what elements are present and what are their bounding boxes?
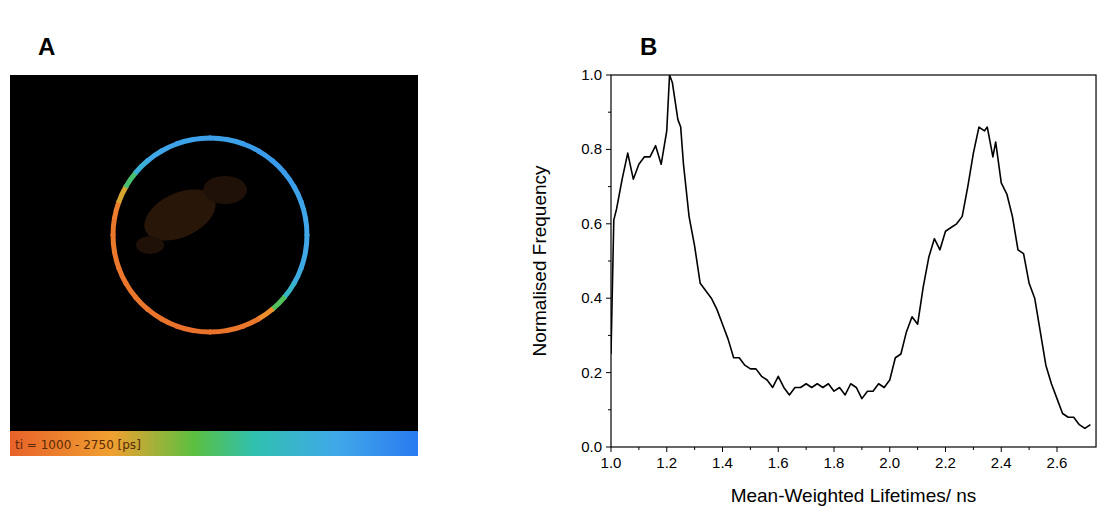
ring-segment	[161, 318, 178, 326]
ring-segment	[114, 201, 119, 219]
x-tick-label: 1.6	[768, 454, 789, 471]
x-tick-label: 2.2	[935, 454, 956, 471]
x-minor-tick	[694, 447, 695, 450]
ring-segment	[305, 217, 307, 236]
x-tick-label: 1.0	[601, 454, 622, 471]
ring-segment	[114, 251, 119, 269]
x-tick	[778, 447, 779, 452]
x-tick	[611, 447, 612, 452]
ring-segment	[147, 309, 163, 320]
y-tick	[606, 372, 611, 373]
image-background	[10, 75, 418, 431]
plot-frame	[611, 75, 1096, 447]
x-tick-label: 2.6	[1047, 454, 1068, 471]
x-minor-tick	[917, 447, 918, 450]
ring-segment	[209, 330, 228, 332]
cell-interior	[136, 176, 247, 254]
x-minor-tick	[1029, 447, 1030, 450]
ring-segment	[176, 139, 194, 144]
y-minor-tick	[608, 186, 611, 187]
y-tick	[606, 447, 611, 448]
ring-segment	[258, 309, 274, 320]
y-tick-label: 0.0	[581, 438, 602, 455]
ring-segment	[293, 267, 301, 284]
y-tick-label: 0.2	[581, 364, 602, 381]
x-tick	[1001, 447, 1002, 452]
y-tick	[606, 149, 611, 150]
ring-segment	[135, 160, 148, 173]
ring-segment	[176, 326, 194, 331]
ring-segment	[226, 326, 244, 331]
ring-segment	[192, 330, 211, 332]
ring-segment	[135, 297, 148, 310]
y-tick-label: 0.6	[581, 215, 602, 232]
ring-segment	[284, 172, 295, 188]
x-tick	[889, 447, 890, 452]
y-tick-label: 1.0	[581, 66, 602, 83]
ring-segment	[113, 217, 115, 236]
membrane-ring	[113, 138, 307, 332]
ring-segment	[284, 283, 295, 299]
plot-area	[611, 75, 1090, 428]
ring-segment	[258, 150, 274, 161]
ring-segment	[301, 251, 306, 269]
y-minor-tick	[608, 112, 611, 113]
ring-segment	[147, 150, 163, 161]
figure: Ati = 1000 - 2750 [ps] B 1.0 1.2 1.4 1.6 1.8 2.…	[0, 0, 1107, 512]
x-minor-tick	[861, 447, 862, 450]
panel-letter: B	[640, 33, 657, 60]
y-axis-title: Normalised Frequency	[529, 165, 550, 357]
interior-blob	[136, 236, 164, 254]
x-tick-label: 2.0	[879, 454, 900, 471]
ring-segment	[125, 283, 136, 299]
ring-segment	[192, 138, 211, 140]
ring-segment	[119, 186, 127, 203]
panel-letter: A	[38, 33, 55, 60]
ring-segment	[305, 234, 307, 253]
x-minor-tick	[750, 447, 751, 450]
x-minor-tick	[973, 447, 974, 450]
x-tick	[834, 447, 835, 452]
y-tick	[606, 75, 611, 76]
ring-segment	[242, 318, 259, 326]
ring-segment	[119, 267, 127, 284]
ring-segment	[293, 186, 301, 203]
ring-segment	[272, 160, 285, 173]
y-minor-tick	[608, 261, 611, 262]
x-minor-tick	[806, 447, 807, 450]
x-tick-label: 1.2	[656, 454, 677, 471]
y-minor-tick	[608, 409, 611, 410]
y-tick-label: 0.8	[581, 140, 602, 157]
x-minor-tick	[638, 447, 639, 450]
x-tick-label: 2.4	[991, 454, 1012, 471]
ring-segment	[272, 297, 285, 310]
x-tick	[722, 447, 723, 452]
y-tick	[606, 223, 611, 224]
ring-segment	[242, 144, 259, 152]
lifetime-histogram-line	[611, 75, 1090, 428]
y-minor-tick	[608, 335, 611, 336]
x-tick-label: 1.4	[712, 454, 733, 471]
x-tick	[1057, 447, 1058, 452]
ring-segment	[301, 201, 306, 219]
ring-segment	[125, 172, 136, 188]
ring-segment	[226, 139, 244, 144]
ring-segment	[161, 144, 178, 152]
x-tick	[666, 447, 667, 452]
interior-blob	[203, 176, 247, 204]
x-tick	[945, 447, 946, 452]
ring-segment	[209, 138, 228, 140]
colorbar-label: ti = 1000 - 2750 [ps]	[15, 438, 141, 452]
x-tick-label: 1.8	[824, 454, 845, 471]
colorbar	[10, 431, 418, 456]
y-tick	[606, 298, 611, 299]
ring-segment	[113, 234, 115, 253]
y-tick-label: 0.4	[581, 289, 602, 306]
x-axis-title: Mean-Weighted Lifetimes/ ns	[731, 485, 977, 506]
